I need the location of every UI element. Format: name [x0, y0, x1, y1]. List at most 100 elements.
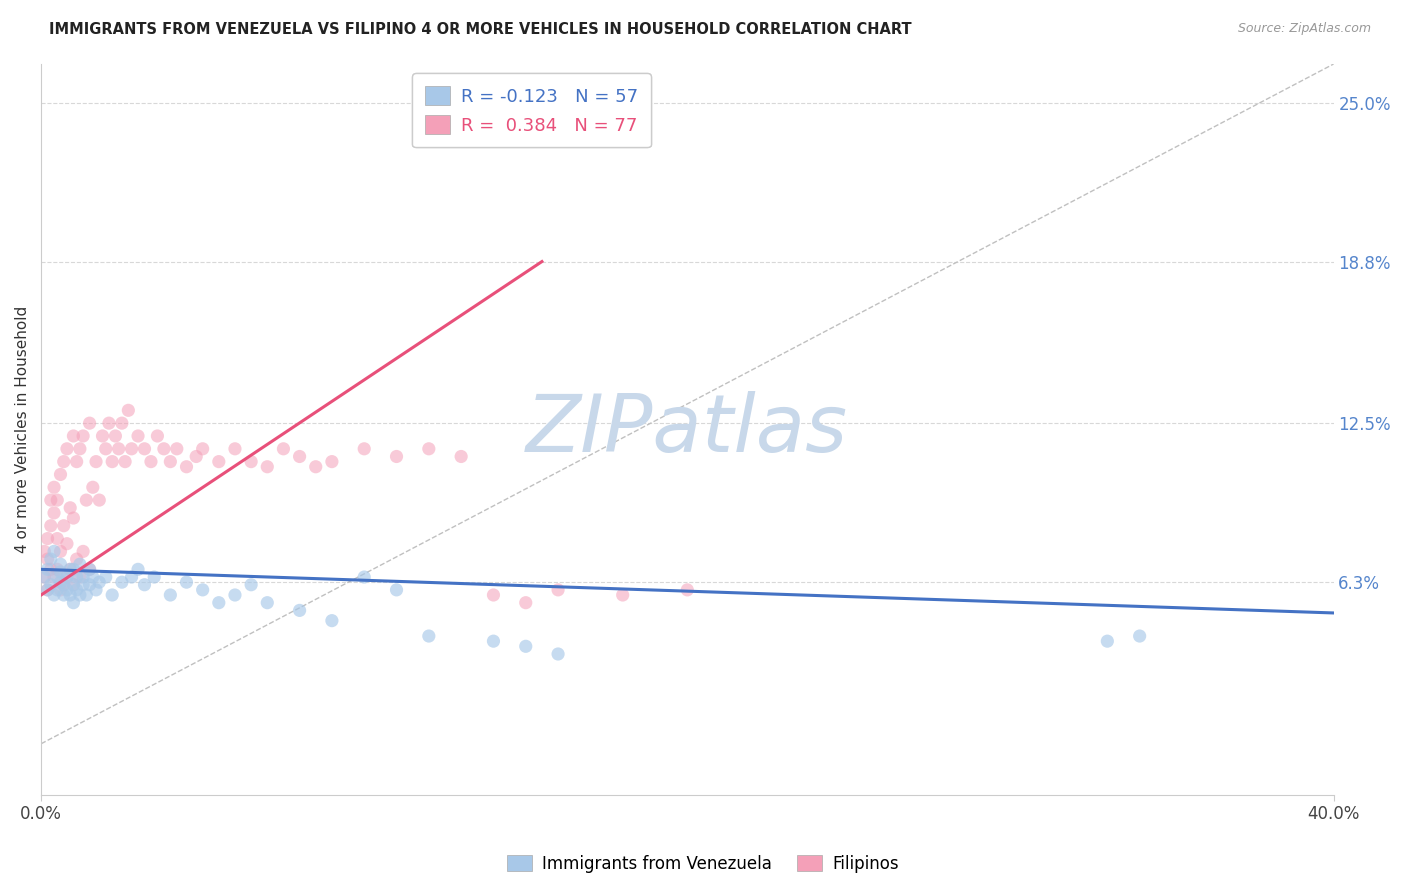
Point — [482, 588, 505, 602]
Point — [84, 582, 107, 597]
Point — [62, 562, 84, 576]
Point — [72, 544, 94, 558]
Point — [101, 455, 124, 469]
Point — [418, 442, 440, 456]
Point — [62, 429, 84, 443]
Point — [1129, 629, 1152, 643]
Point — [49, 467, 72, 482]
Point — [94, 442, 117, 456]
Point — [256, 459, 278, 474]
Point — [49, 565, 72, 579]
Point — [42, 544, 65, 558]
Point — [37, 582, 59, 597]
Point — [39, 578, 62, 592]
Point — [1097, 634, 1119, 648]
Point — [72, 429, 94, 443]
Point — [39, 518, 62, 533]
Point — [121, 570, 143, 584]
Point — [166, 442, 188, 456]
Point — [46, 493, 69, 508]
Point — [34, 544, 56, 558]
Point — [37, 582, 59, 597]
Point — [82, 570, 104, 584]
Point — [46, 562, 69, 576]
Point — [240, 455, 263, 469]
Point — [82, 480, 104, 494]
Point — [59, 588, 82, 602]
Point — [75, 588, 97, 602]
Point — [127, 429, 149, 443]
Point — [59, 500, 82, 515]
Point — [547, 647, 569, 661]
Point — [66, 570, 89, 584]
Point — [39, 562, 62, 576]
Y-axis label: 4 or more Vehicles in Household: 4 or more Vehicles in Household — [15, 306, 30, 553]
Point — [134, 442, 156, 456]
Point — [191, 442, 214, 456]
Point — [321, 455, 343, 469]
Point — [97, 416, 120, 430]
Point — [321, 614, 343, 628]
Text: IMMIGRANTS FROM VENEZUELA VS FILIPINO 4 OR MORE VEHICLES IN HOUSEHOLD CORRELATIO: IMMIGRANTS FROM VENEZUELA VS FILIPINO 4 … — [49, 22, 912, 37]
Point — [288, 450, 311, 464]
Point — [121, 442, 143, 456]
Point — [75, 493, 97, 508]
Point — [79, 416, 101, 430]
Point — [52, 455, 75, 469]
Point — [52, 588, 75, 602]
Point — [153, 442, 176, 456]
Point — [62, 578, 84, 592]
Point — [159, 455, 181, 469]
Point — [62, 596, 84, 610]
Point — [66, 582, 89, 597]
Point — [104, 429, 127, 443]
Point — [39, 493, 62, 508]
Point — [34, 570, 56, 584]
Text: Source: ZipAtlas.com: Source: ZipAtlas.com — [1237, 22, 1371, 36]
Point — [385, 450, 408, 464]
Point — [107, 442, 129, 456]
Point — [72, 578, 94, 592]
Point — [66, 552, 89, 566]
Point — [34, 570, 56, 584]
Point — [450, 450, 472, 464]
Point — [612, 588, 634, 602]
Point — [46, 582, 69, 597]
Point — [56, 570, 79, 584]
Point — [111, 575, 134, 590]
Point — [482, 634, 505, 648]
Point — [273, 442, 295, 456]
Point — [79, 578, 101, 592]
Point — [139, 455, 162, 469]
Legend: Immigrants from Venezuela, Filipinos: Immigrants from Venezuela, Filipinos — [501, 848, 905, 880]
Point — [94, 570, 117, 584]
Point — [56, 537, 79, 551]
Text: ZIPatlas: ZIPatlas — [526, 391, 848, 468]
Point — [46, 532, 69, 546]
Point — [134, 578, 156, 592]
Point — [42, 506, 65, 520]
Point — [240, 578, 263, 592]
Legend: R = -0.123   N = 57, R =  0.384   N = 77: R = -0.123 N = 57, R = 0.384 N = 77 — [412, 73, 651, 147]
Point — [72, 570, 94, 584]
Point — [59, 562, 82, 576]
Point — [52, 518, 75, 533]
Point — [56, 570, 79, 584]
Point — [224, 588, 246, 602]
Point — [42, 480, 65, 494]
Point — [42, 570, 65, 584]
Point — [62, 511, 84, 525]
Point — [114, 455, 136, 469]
Point — [176, 575, 198, 590]
Point — [39, 552, 62, 566]
Point — [49, 582, 72, 597]
Point — [176, 459, 198, 474]
Point — [37, 552, 59, 566]
Point — [305, 459, 328, 474]
Point — [49, 558, 72, 572]
Point — [676, 582, 699, 597]
Point — [159, 588, 181, 602]
Point — [111, 416, 134, 430]
Point — [353, 570, 375, 584]
Point — [69, 442, 91, 456]
